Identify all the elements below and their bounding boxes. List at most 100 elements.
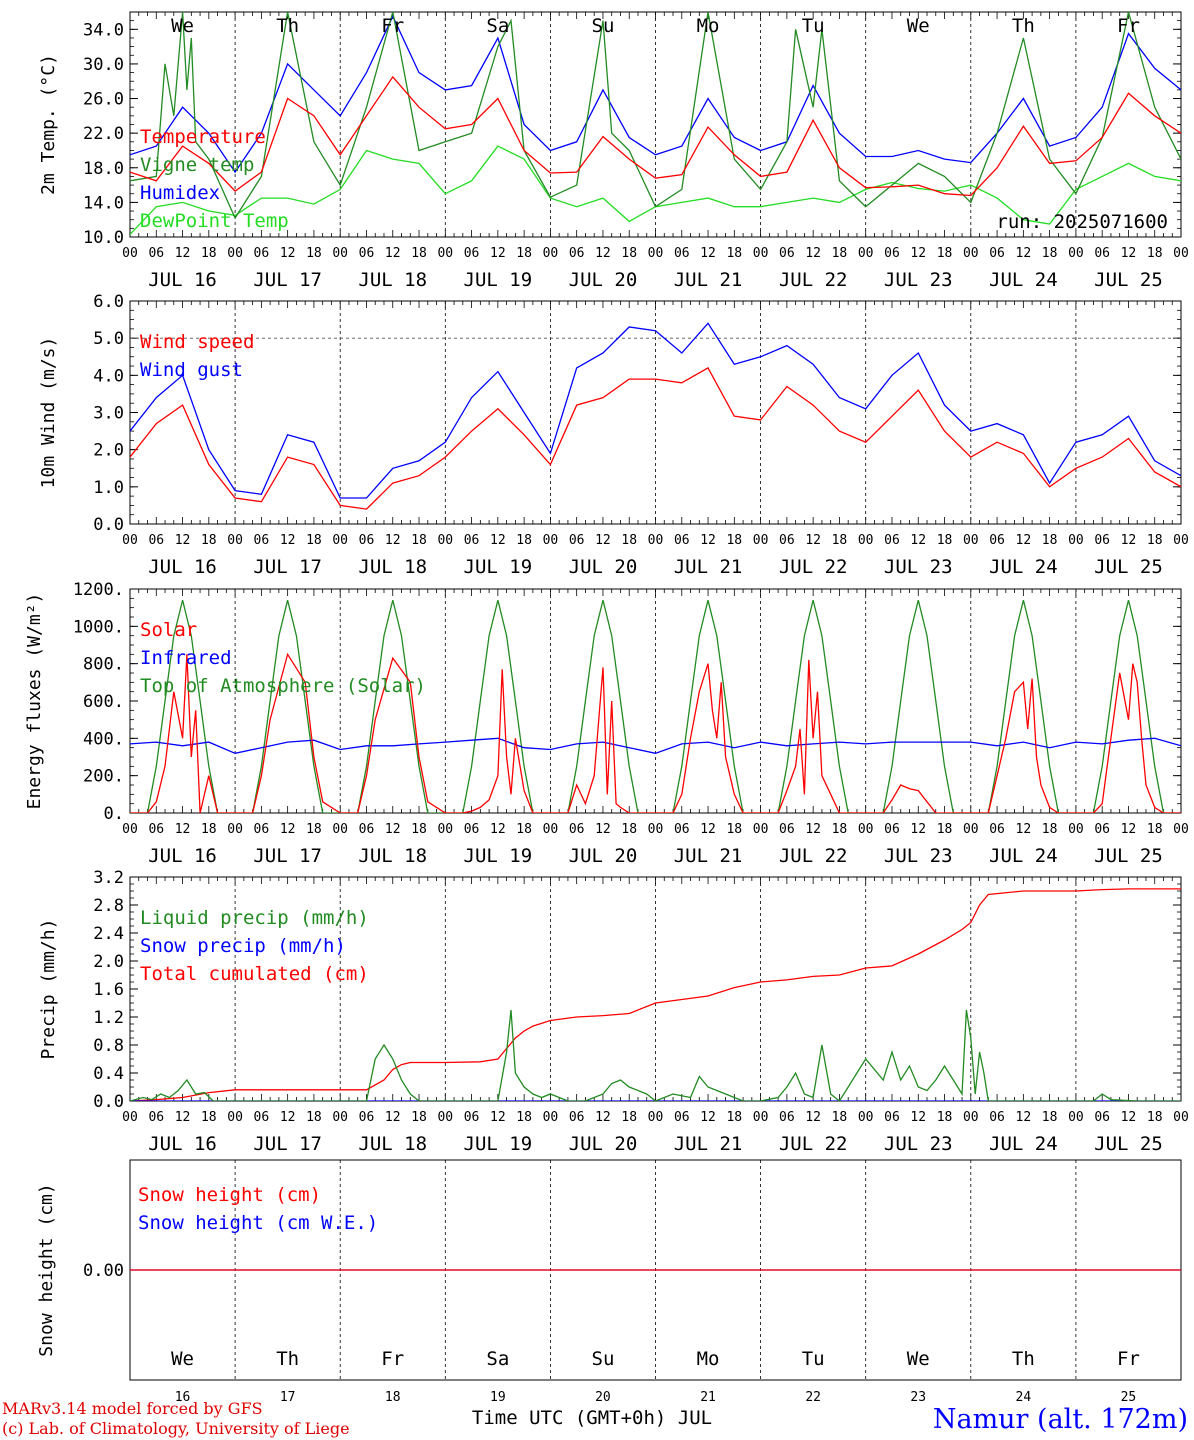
- temp-day-of-week: Sa: [486, 15, 509, 37]
- precip-series-liquid-precip-mm-h-: [130, 1009, 1181, 1101]
- energy-x-date-label: JUL 22: [779, 845, 848, 867]
- energy-x-hour-label: 12: [175, 822, 191, 837]
- energy-x-hour-label: 12: [805, 822, 821, 837]
- precip-x-date-label: JUL 22: [779, 1133, 848, 1155]
- precip-y-tick-label: 0.8: [93, 1036, 124, 1056]
- temp-x-hour-label: 00: [1068, 246, 1084, 261]
- temp-legend-humidex: Humidex: [140, 182, 220, 204]
- energy-x-hour-label: 18: [832, 822, 848, 837]
- wind-x-hour-label: 18: [832, 533, 848, 548]
- precip-x-hour-label: 00: [332, 1110, 348, 1125]
- temp-x-date-label: JUL 23: [884, 269, 953, 291]
- precip-x-hour-label: 18: [516, 1110, 532, 1125]
- energy-x-hour-label: 00: [437, 822, 453, 837]
- temp-legend-dewpoint-temp: DewPoint Temp: [140, 210, 289, 232]
- temp-x-hour-label: 00: [227, 246, 243, 261]
- energy-x-hour-label: 12: [1121, 822, 1137, 837]
- snow-day-of-week: Fr: [381, 1348, 404, 1370]
- temp-x-hour-label: 18: [937, 246, 953, 261]
- energy-x-hour-label: 18: [201, 822, 217, 837]
- temp-y-axis-label: 2m Temp. (°C): [38, 54, 59, 195]
- precip-x-hour-label: 12: [910, 1110, 926, 1125]
- temp-x-hour-label: 00: [122, 246, 138, 261]
- energy-x-hour-label: 06: [148, 822, 164, 837]
- energy-x-hour-label: 00: [332, 822, 348, 837]
- precip-x-hour-label: 18: [306, 1110, 322, 1125]
- energy-y-axis-label: Energy fluxes (W/m²): [24, 593, 45, 810]
- wind-x-hour-label: 18: [516, 533, 532, 548]
- energy-x-hour-label: 12: [280, 822, 296, 837]
- precip-x-date-label: JUL 23: [884, 1133, 953, 1155]
- precip-y-tick-label: 2.4: [93, 924, 124, 944]
- temp-legend-temperature: Temperature: [140, 126, 266, 148]
- temp-x-hour-label: 00: [543, 246, 559, 261]
- energy-x-date-label: JUL 19: [464, 845, 533, 867]
- snow-day-of-week: Tu: [802, 1348, 825, 1370]
- wind-x-hour-label: 00: [122, 533, 138, 548]
- temp-x-hour-label: 06: [464, 246, 480, 261]
- temp-y-tick-label: 34.0: [83, 20, 124, 40]
- precip-x-hour-label: 00: [122, 1110, 138, 1125]
- precip-x-hour-label: 00: [858, 1110, 874, 1125]
- temp-x-hour-label: 12: [385, 246, 401, 261]
- precip-x-hour-label: 00: [543, 1110, 559, 1125]
- precip-x-hour-label: 06: [464, 1110, 480, 1125]
- wind-x-date-label: JUL 20: [569, 556, 638, 578]
- energy-x-hour-label: 00: [122, 822, 138, 837]
- temp-x-hour-label: 12: [175, 246, 191, 261]
- temp-x-hour-label: 00: [332, 246, 348, 261]
- temp-x-hour-label: 12: [595, 246, 611, 261]
- energy-x-hour-label: 18: [937, 822, 953, 837]
- precip-x-hour-label: 06: [148, 1110, 164, 1125]
- temp-x-date-label: JUL 19: [464, 269, 533, 291]
- wind-x-date-label: JUL 25: [1094, 556, 1163, 578]
- temp-x-hour-label: 18: [411, 246, 427, 261]
- precip-x-hour-label: 12: [1121, 1110, 1137, 1125]
- precip-legend-snow-precip-mm-h-: Snow precip (mm/h): [140, 935, 346, 957]
- precip-x-hour-label: 06: [359, 1110, 375, 1125]
- wind-legend-wind-speed: Wind speed: [140, 331, 254, 353]
- precip-x-date-label: JUL 19: [464, 1133, 533, 1155]
- wind-x-date-label: JUL 21: [674, 556, 743, 578]
- temp-x-date-label: JUL 24: [989, 269, 1058, 291]
- precip-x-hour-label: 18: [726, 1110, 742, 1125]
- energy-series-top-of-atmosphere-solar-: [130, 600, 1181, 813]
- temp-x-hour-label: 00: [753, 246, 769, 261]
- temp-x-date-label: JUL 21: [674, 269, 743, 291]
- energy-legend-infrared: Infrared: [140, 647, 232, 669]
- snow-day-of-week: We: [907, 1348, 930, 1370]
- energy-x-hour-label: 06: [989, 822, 1005, 837]
- wind-x-hour-label: 12: [1121, 533, 1137, 548]
- temp-y-tick-label: 10.0: [83, 228, 124, 248]
- energy-x-hour-label: 00: [543, 822, 559, 837]
- precip-x-hour-label: 06: [674, 1110, 690, 1125]
- energy-y-tick-label: 400.: [83, 729, 124, 749]
- snow-day-number: 17: [280, 1390, 296, 1405]
- temp-x-hour-label: 18: [726, 246, 742, 261]
- energy-x-date-label: JUL 25: [1094, 845, 1163, 867]
- wind-x-hour-label: 18: [1042, 533, 1058, 548]
- precip-x-hour-label: 18: [411, 1110, 427, 1125]
- temp-x-hour-label: 18: [516, 246, 532, 261]
- snow-legend-snow-height-cm-: Snow height (cm): [138, 1184, 321, 1206]
- temp-x-hour-label: 12: [1016, 246, 1032, 261]
- temp-x-hour-label: 00: [963, 246, 979, 261]
- wind-x-hour-label: 06: [254, 533, 270, 548]
- temp-x-date-label: JUL 16: [148, 269, 217, 291]
- temp-day-of-week: We: [171, 15, 194, 37]
- energy-x-hour-label: 00: [963, 822, 979, 837]
- temp-x-hour-label: 12: [910, 246, 926, 261]
- snow-day-of-week: Su: [592, 1348, 615, 1370]
- wind-x-hour-label: 00: [543, 533, 559, 548]
- energy-x-date-label: JUL 18: [358, 845, 427, 867]
- energy-x-hour-label: 18: [1147, 822, 1163, 837]
- temp-y-tick-label: 14.0: [83, 193, 124, 213]
- precip-y-axis-label: Precip (mm/h): [38, 919, 59, 1060]
- wind-y-tick-label: 4.0: [93, 366, 124, 386]
- temp-series-temperature: [130, 75, 1181, 197]
- temp-y-tick-label: 22.0: [83, 124, 124, 144]
- wind-x-hour-label: 12: [490, 533, 506, 548]
- temp-x-hour-label: 12: [490, 246, 506, 261]
- precip-x-date-label: JUL 25: [1094, 1133, 1163, 1155]
- footer-model: MARv3.14 model forced by GFS: [2, 1399, 263, 1418]
